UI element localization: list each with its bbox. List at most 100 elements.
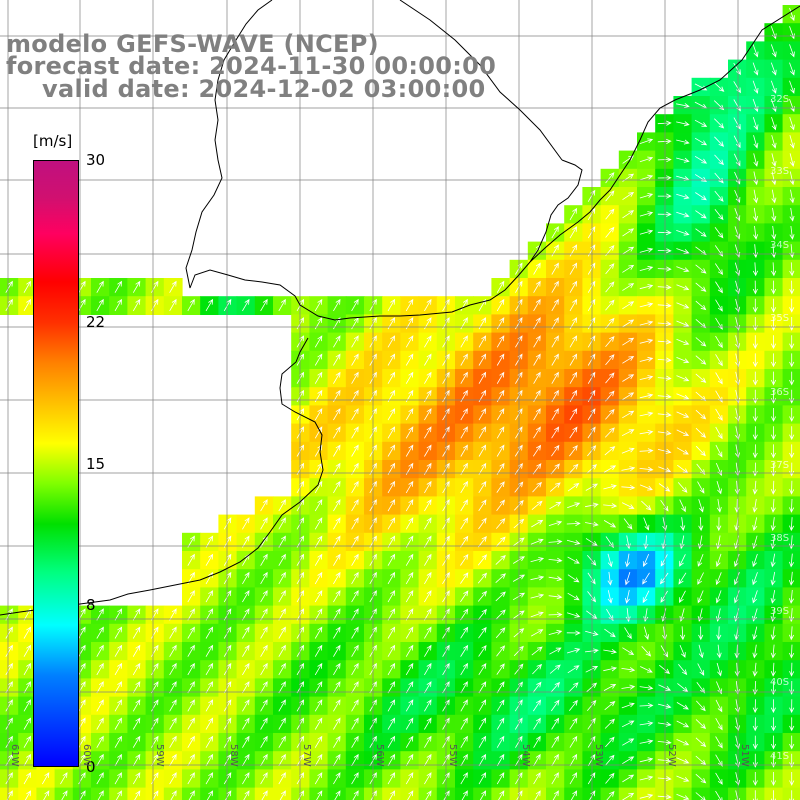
wind-speed-cell <box>600 296 620 315</box>
wind-speed-cell <box>182 787 201 800</box>
wind-speed-cell <box>345 296 365 315</box>
wind-arrow <box>639 320 654 326</box>
wind-arrow <box>695 755 707 766</box>
wind-arrow <box>676 338 690 345</box>
wind-arrow <box>205 681 214 694</box>
wind-speed-cell <box>527 296 547 315</box>
wind-arrow <box>387 571 396 585</box>
wind-speed-cell <box>291 623 310 643</box>
wind-arrow <box>351 644 359 657</box>
wind-arrow <box>678 572 687 585</box>
wind-arrow <box>569 207 578 221</box>
wind-arrow <box>278 535 286 548</box>
wind-arrow <box>478 735 487 748</box>
wind-speed-cell <box>200 623 219 643</box>
wind-arrow <box>549 482 561 492</box>
wind-arrow <box>605 772 615 784</box>
wind-arrow <box>657 138 672 144</box>
wind-arrow <box>657 157 672 163</box>
wind-arrow <box>351 335 359 348</box>
wind-speed-cell <box>455 441 474 461</box>
wind-speed-cell <box>473 296 492 315</box>
wind-speed-cell <box>455 514 474 534</box>
wind-speed-cell <box>109 642 128 661</box>
wind-arrow <box>495 609 506 620</box>
wind-arrow <box>679 499 686 513</box>
wind-arrow <box>260 590 268 603</box>
wind-arrow <box>622 210 635 219</box>
wind-arrow <box>639 193 654 199</box>
wind-speed-cell <box>382 496 401 516</box>
wind-speed-cell <box>527 332 547 352</box>
wind-speed-cell <box>491 314 511 334</box>
wind-speed-cell <box>400 314 420 334</box>
wind-arrow <box>96 735 104 748</box>
wind-speed-cell <box>345 605 365 625</box>
wind-arrow <box>789 626 795 641</box>
wind-arrow <box>605 208 615 220</box>
wind-speed-cell <box>400 569 420 588</box>
wind-speed-cell <box>291 532 310 552</box>
wind-speed-cell <box>291 642 310 661</box>
wind-arrow <box>770 571 776 586</box>
wind-arrow <box>734 553 740 568</box>
wind-speed-cell <box>54 787 74 800</box>
wind-arrow <box>586 554 597 566</box>
wind-arrow <box>657 757 672 763</box>
wind-arrow <box>169 626 177 639</box>
wind-arrow <box>387 353 396 366</box>
wind-speed-cell <box>564 278 583 297</box>
wind-arrow <box>132 753 141 767</box>
wind-arrow <box>734 572 740 586</box>
wind-arrow <box>278 571 286 585</box>
wind-speed-cell <box>473 532 492 552</box>
wind-speed-cell <box>600 223 620 243</box>
wind-speed-cell <box>0 278 19 297</box>
wind-arrow <box>770 426 777 441</box>
wind-arrow <box>314 717 323 730</box>
wind-speed-cell <box>382 369 401 388</box>
wind-speed-cell <box>18 714 37 734</box>
wind-arrow <box>657 193 672 199</box>
wind-arrow <box>677 683 689 693</box>
wind-speed-cell <box>273 623 292 643</box>
wind-speed-cell <box>455 696 474 716</box>
wind-arrow <box>789 298 795 313</box>
wind-arrow <box>676 121 690 127</box>
wind-arrow <box>771 189 777 204</box>
wind-arrow <box>97 790 104 800</box>
wind-arrow <box>734 208 741 222</box>
wind-arrow <box>733 153 741 167</box>
wind-arrow <box>697 663 705 676</box>
latitude-label: 41S <box>770 751 790 762</box>
wind-speed-cell <box>618 733 638 752</box>
wind-arrow <box>603 648 618 654</box>
wind-arrow <box>658 483 671 492</box>
wind-arrow <box>314 590 323 603</box>
wind-arrow <box>496 353 505 366</box>
wind-arrow <box>657 776 672 782</box>
wind-arrow <box>187 298 195 312</box>
wind-arrow <box>657 412 672 418</box>
wind-speed-cell <box>418 769 438 789</box>
wind-speed-cell <box>546 259 565 279</box>
wind-arrow <box>550 681 561 693</box>
wind-speed-cell <box>491 369 511 388</box>
wind-arrow <box>333 735 341 748</box>
wind-speed-cell <box>491 496 511 516</box>
wind-arrow <box>496 772 505 785</box>
wind-arrow <box>351 298 359 312</box>
wind-arrow <box>114 772 122 785</box>
wind-arrow <box>676 411 690 418</box>
wind-speed-cell <box>109 696 128 716</box>
wind-arrow <box>278 735 286 748</box>
wind-arrow <box>604 446 616 456</box>
wind-speed-cell <box>254 623 274 643</box>
wind-arrow <box>242 571 250 585</box>
wind-speed-cell <box>546 769 565 789</box>
wind-speed-cell <box>364 496 383 516</box>
wind-speed-cell <box>491 587 511 607</box>
wind-speed-cell <box>200 769 219 789</box>
wind-speed-cell <box>691 787 711 800</box>
wind-arrow <box>676 775 690 782</box>
